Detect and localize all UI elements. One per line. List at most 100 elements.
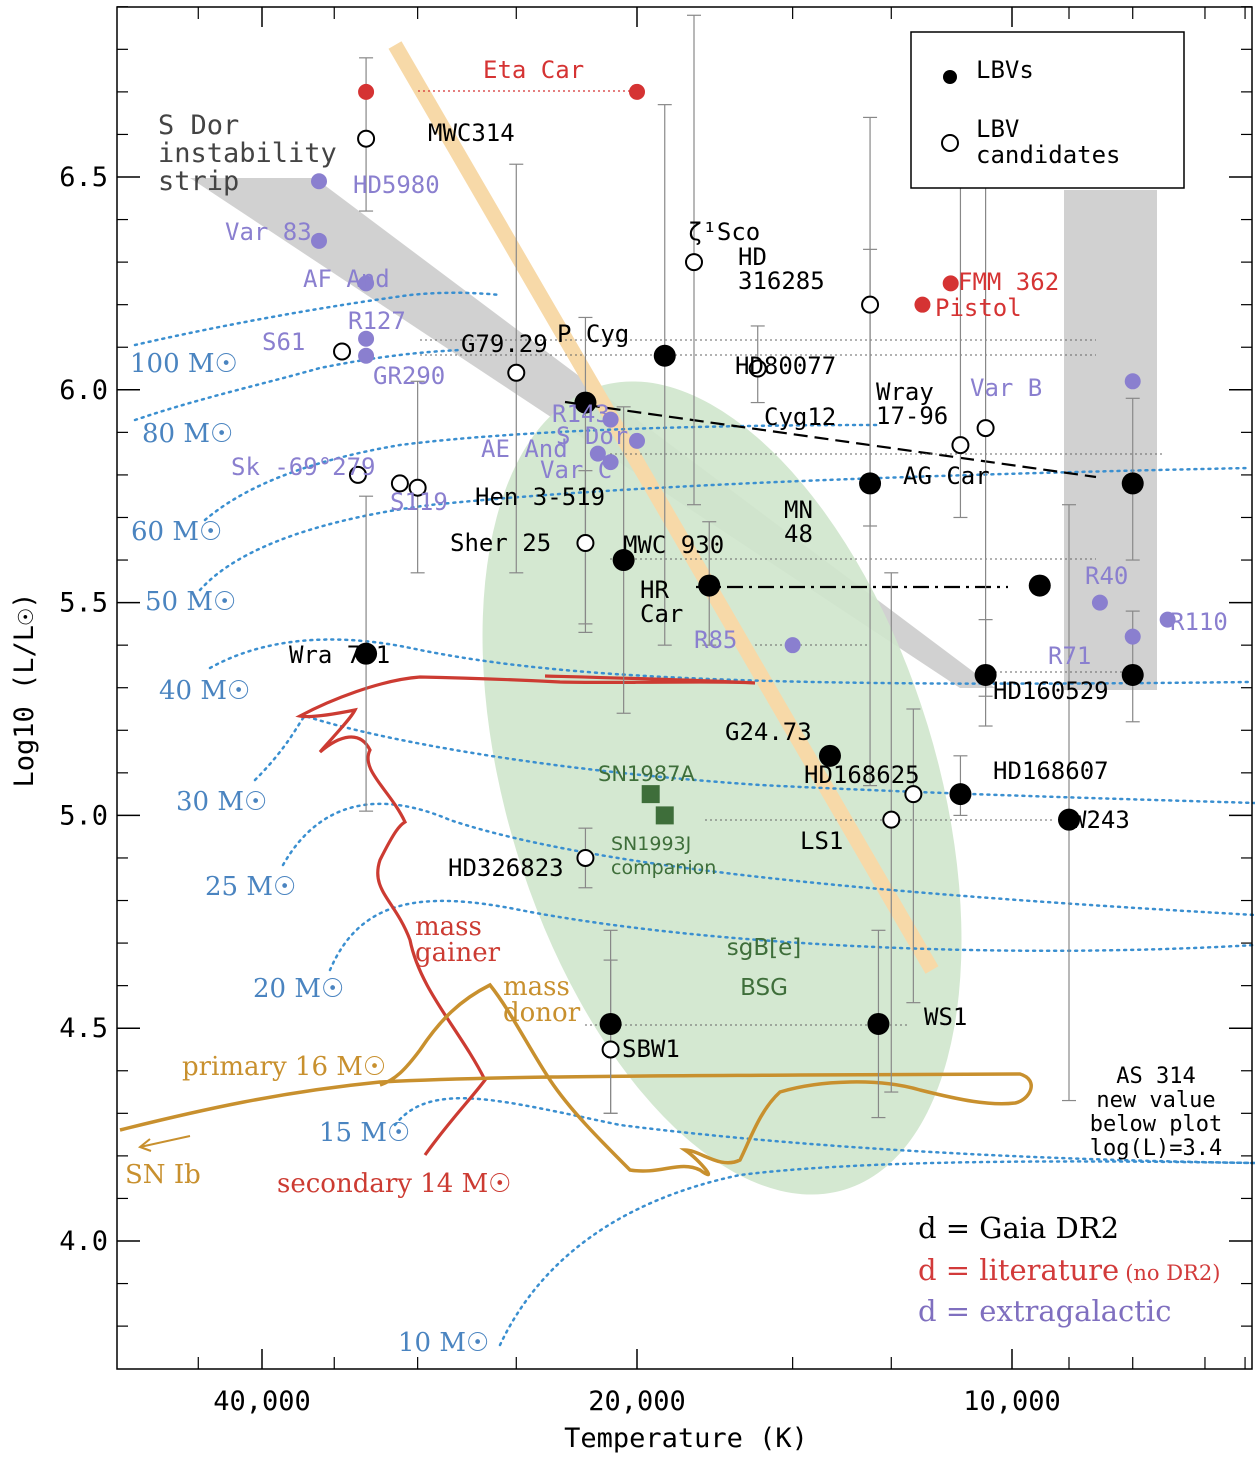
binary-label: mass donor [503,972,581,1028]
legend-lbv-marker [943,70,957,84]
ag-car-link [564,400,1097,479]
distance-key-entry: d = literature (no DR2) [918,1253,1220,1287]
point-label: HD5980 [353,171,440,199]
point-label: Var B [970,374,1042,402]
x-axis-label: Temperature (K) [564,1423,808,1454]
star-marker [1091,594,1108,611]
sn-marker [655,806,674,825]
y-tick-label: 5.5 [59,588,108,619]
star-marker [408,478,427,497]
point-label: R110 [1170,608,1228,636]
star-marker [358,83,375,100]
star-marker [942,275,959,292]
star-marker [784,637,801,654]
star-marker [1159,611,1176,628]
point-label: S Dor [556,422,628,450]
point-label: R85 [694,626,737,654]
point-label: Sk -69°279 [231,453,376,481]
star-marker [589,445,606,462]
star-marker [818,744,841,767]
sn-marker [641,785,660,804]
point-label: SN1987A [598,762,695,786]
point-label: G24.73 [725,718,812,746]
point-label: GR290 [373,362,445,390]
star-marker [867,1012,890,1035]
mass-track-label: 30 M☉ [176,787,267,817]
y-tick-label: 4.5 [59,1013,108,1044]
primary-track [119,982,1033,1177]
star-marker [629,432,645,449]
star-marker [1028,574,1051,597]
x-tick-label: 40,000 [213,1386,311,1417]
point-label: MN 48 [784,496,813,548]
star-marker [576,534,595,553]
point-label: S119 [390,488,448,516]
star-marker [629,83,645,100]
point-label: HD 316285 [738,243,825,295]
star-marker [698,574,721,597]
point-label: HD326823 [448,854,564,882]
mass-track-label: 60 M☉ [131,517,222,547]
mass-gainer-track [295,674,756,1156]
cool-strip [1064,190,1157,690]
star-marker [685,253,704,272]
point-label: R71 [1048,642,1091,670]
error-bars [359,14,1140,1119]
binary-label: mass gainer [415,912,501,968]
point-label: Cyg12 [764,403,836,431]
point-label: ζ¹Sco [688,218,760,246]
markers [311,83,1176,1059]
star-marker [882,810,901,829]
mass-track-label: 20 M☉ [253,974,344,1004]
star-marker [576,848,595,867]
binary-label: secondary 14 M☉ [277,1169,512,1199]
legend-box [910,31,1185,189]
mass-track-label: 80 M☉ [142,419,233,449]
sgb-region [482,381,962,1195]
orange-band [388,41,939,974]
star-marker [602,411,619,428]
star-marker [601,1040,620,1059]
star-marker [904,785,923,804]
point-label: MWC314 [428,119,515,147]
star-marker [748,359,767,378]
point-label: R143 [552,400,610,428]
sn-ib-arrow [139,1135,191,1148]
mass-track-label: 15 M☉ [319,1118,410,1148]
point-label: HD80077 [735,352,836,380]
point-label: Wray 17-96 [876,378,948,430]
star-marker [1124,628,1141,645]
star-marker [1121,472,1144,495]
point-label: SBW1 [622,1035,680,1063]
point-label: Hen 3-519 [475,483,605,511]
point-label: AF And [303,265,390,293]
star-marker [951,436,970,455]
binary-label: SN Ib [125,1160,201,1190]
mass-tracks [133,291,1255,1347]
point-label: HD168625 [804,761,920,789]
point-label: FMM 362 [958,268,1059,296]
point-label: Eta Car [483,56,584,84]
star-marker [949,783,972,806]
region-label: BSG [740,975,788,1001]
mass-track-label: 100 M☉ [130,349,238,379]
point-label: HD160529 [993,677,1109,705]
mass-track-label: 25 M☉ [205,872,296,902]
labels: Eta Car MWC314 HD5980 Var 83 AF And R127 S61 GR… [125,56,1228,1358]
star-marker [859,472,882,495]
point-label: Var C [540,456,612,484]
star-marker [599,1012,622,1035]
point-label: R40 [1085,562,1128,590]
star-marker [357,129,376,148]
star-marker [355,642,378,665]
mass-track-label: 50 M☉ [145,587,236,617]
track-50 [198,466,1252,592]
point-label: SN1993J companion [611,833,716,879]
star-marker [311,173,328,190]
star-marker [358,347,375,364]
point-label: R127 [348,307,406,335]
binary-label: primary 16 M☉ [182,1052,386,1082]
star-marker [612,549,635,572]
x-ticks: 40,000 20,000 10,000 [197,7,1246,1417]
